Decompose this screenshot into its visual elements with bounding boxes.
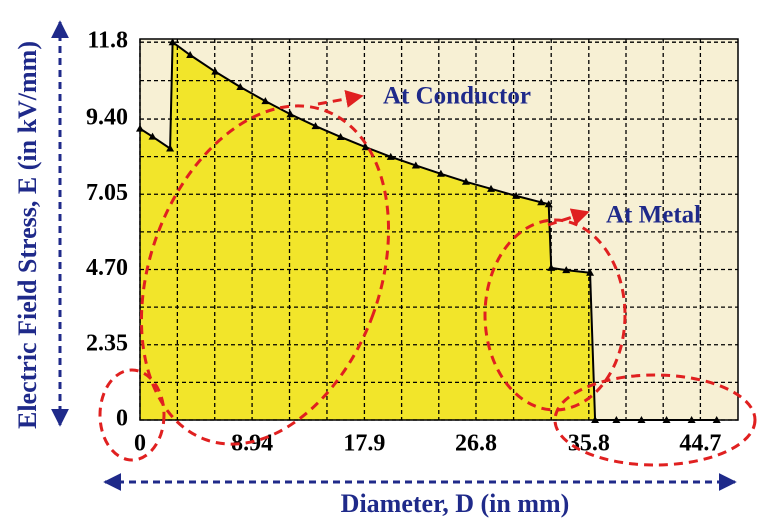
marker [487,184,496,192]
marker [336,132,345,140]
annotation: At Metal [606,202,701,229]
marker [386,152,395,160]
conductor-ellipse [139,104,391,446]
x-tick-label: 44.7 [679,431,721,457]
metal-arrow [547,208,590,227]
marker [261,97,270,105]
marker [586,268,595,276]
y-tick-label: 4.70 [86,255,128,281]
area-fill [140,42,717,420]
x-tick-label: 26.8 [455,431,497,457]
marker [236,83,245,91]
marker [166,144,175,152]
marker [537,198,546,206]
marker [211,67,220,75]
marker [148,132,157,140]
annotations: At Conductor At Metal [98,83,757,467]
marker [361,143,370,151]
marker [544,200,553,208]
y-tick-label: 11.8 [87,28,128,54]
marker [512,191,521,199]
marker [311,122,320,130]
marker [436,169,445,177]
x-axis-label: Diameter, D (in mm) [341,489,570,518]
annotation: At Conductor [383,83,531,110]
x-tick-label: 0 [134,431,146,457]
x-tick-label: 17.9 [343,431,385,457]
marker [168,38,177,46]
y-tick-label: 0 [116,406,128,432]
conductor-arrow [317,90,364,108]
marker [186,51,195,59]
metal-ellipse [483,218,627,412]
marker [286,110,295,118]
plot-border [139,38,739,421]
origin-ellipse [98,368,166,462]
y-tick-label: 7.05 [86,180,128,206]
y-tick-label: 9.40 [86,105,128,131]
y-tick-label: 2.35 [86,330,128,356]
y-axis-label: Electric Field Stress, E (in kV/mm) [13,41,42,429]
end-ellipse [553,373,757,467]
marker [411,161,420,169]
marker [547,263,556,271]
marker [562,266,571,274]
marker [461,177,470,185]
